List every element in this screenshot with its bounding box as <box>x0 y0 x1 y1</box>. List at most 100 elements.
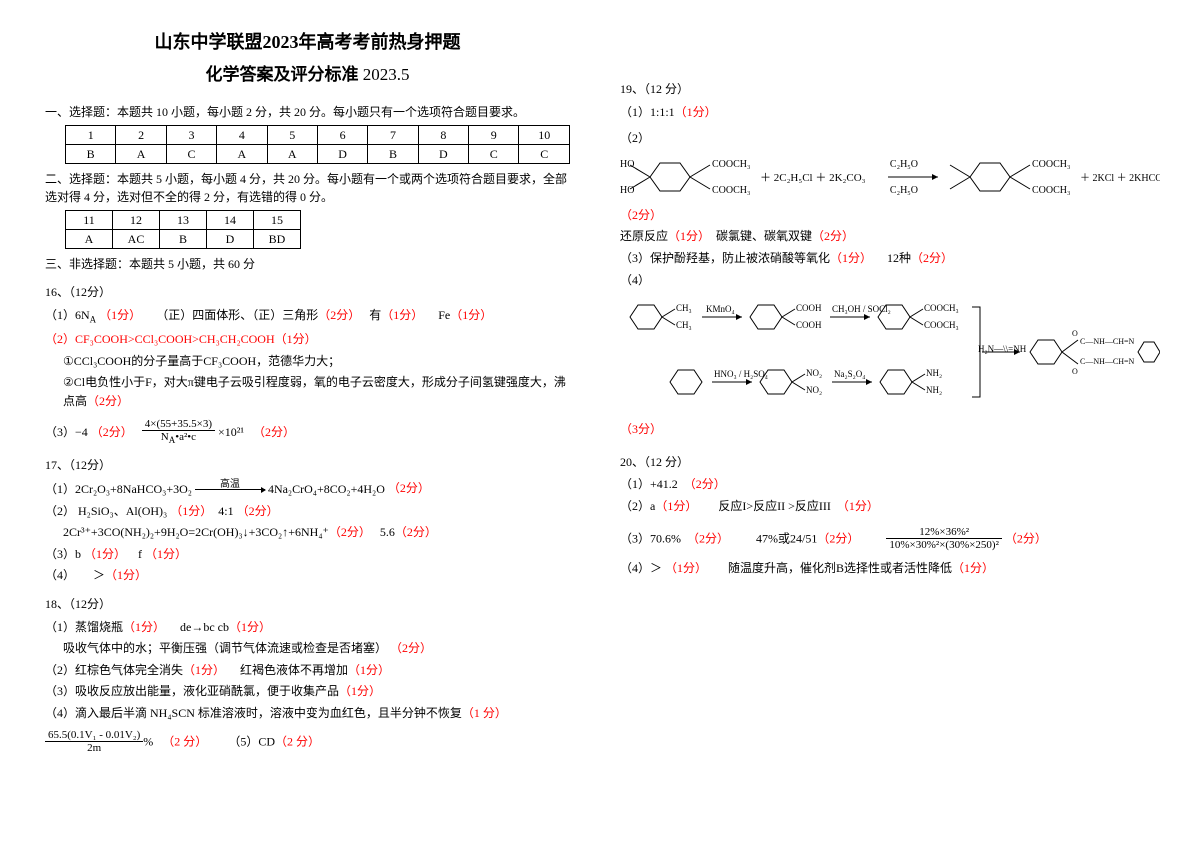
svg-text:CH₃: CH₃ <box>676 320 692 330</box>
label: C₂H₅O <box>890 159 918 170</box>
cell: D <box>317 145 367 164</box>
cell: B <box>368 145 418 164</box>
q17-p2c: 2Cr³⁺+3CO(NH₂)₂+9H₂O=2Cr(OH)₃↓+3CO₂↑+6NH… <box>45 523 570 542</box>
subtitle-date: 2023.5 <box>363 65 410 84</box>
q20-p4: （4）＞ （1分） 随温度升高，催化剂B选择性或者活性降低（1分） <box>620 559 1160 578</box>
q19-p3: （3）保护酚羟基，防止被浓硝酸等氧化（1分） 12种（2分） <box>620 249 1160 268</box>
text: 4:1 <box>218 504 233 518</box>
q17-p1: （1）2Cr₂O₃+8NaHCO₃+3O₂ 高温 4Na₂CrO₄+8CO₂+4… <box>45 479 570 499</box>
q16-head: 16、（12分） <box>45 283 570 302</box>
text: （1）+41.2 <box>620 477 678 491</box>
label: COOCH₃ <box>1032 185 1071 196</box>
reaction-scheme-icon: CH₃ CH₃ KMnO₄ COOH COOH CH₃OH / SOCl₂ CO… <box>620 292 1160 417</box>
label: KMnO₄ <box>706 304 735 314</box>
cell: D <box>418 145 468 164</box>
denominator: NA•a²•c <box>142 431 215 446</box>
q18-p4: （4）滴入最后半滴 NH₄SCN 标准溶液时，溶液中变为血红色，且半分钟不恢复（… <box>45 704 570 723</box>
label: COOCH₃ <box>712 159 751 170</box>
text: 碳氯键、碳氧双键 <box>716 229 812 243</box>
text: 47%或24/51 <box>756 531 817 545</box>
cell: 13 <box>160 211 207 230</box>
arrow-label: 高温 <box>195 477 265 493</box>
score: （2分） <box>87 394 129 408</box>
cell: C <box>519 145 570 164</box>
score: （1分） <box>123 620 165 634</box>
text: （4）＞ <box>620 561 662 575</box>
text: （2） H₂SiO₃、Al(OH)₃ <box>45 504 167 518</box>
cell: A <box>116 145 166 164</box>
label: ＋ 2KCl ＋ 2KHCO₃ <box>1080 173 1160 184</box>
q20-p2: （2）a（1分） 反应I>反应II >反应III （1分） <box>620 497 1160 516</box>
q20-head: 20、（12 分） <box>620 453 1160 472</box>
label: C₂H₅O <box>890 185 918 196</box>
cell: A <box>66 230 113 249</box>
score: （2分） <box>318 308 360 322</box>
score: （1分） <box>275 332 317 346</box>
q19-p4-label: （4） <box>620 271 1160 290</box>
text: （1）蒸馏烧瓶 <box>45 620 123 634</box>
text: （1）2Cr₂O₃+8NaHCO₃+3O₂ <box>45 482 192 496</box>
score: （1分） <box>675 105 717 119</box>
svg-text:NH₂: NH₂ <box>926 385 942 395</box>
cell: 15 <box>254 211 301 230</box>
text: （2）红棕色气体完全消失 <box>45 663 183 677</box>
text: （4）滴入最后半滴 NH₄SCN 标准溶液时，溶液中变为血红色，且半分钟不恢复 <box>45 706 462 720</box>
cell: AC <box>113 230 160 249</box>
text: （3）吸收反应放出能量，液化亚硝酰氯，便于收集产品 <box>45 684 339 698</box>
numerator: 4×(55+35.5×3) <box>142 418 215 431</box>
text: Fe <box>438 308 450 322</box>
text: f <box>138 547 142 561</box>
score: （1分） <box>655 499 697 513</box>
score: （1分） <box>952 561 994 575</box>
cell: A <box>217 145 267 164</box>
score: （1分） <box>837 499 879 513</box>
svg-text:NO₂: NO₂ <box>806 385 822 395</box>
text: 12种 <box>887 251 911 265</box>
section2-intro: 二、选择题：本题共 5 小题，每小题 4 分，共 20 分。每小题有一个或两个选… <box>45 170 570 206</box>
text: （3）−4 <box>45 425 88 439</box>
text: （1）1:1:1 <box>620 105 675 119</box>
cell: 12 <box>113 211 160 230</box>
reaction-arrow-icon: 高温 <box>195 489 265 490</box>
score: （2分） <box>253 425 295 439</box>
svg-text:NH₂: NH₂ <box>926 368 942 378</box>
score: （1分） <box>170 504 212 518</box>
cell: C <box>166 145 216 164</box>
text: 吸收气体中的水；平衡压强（调节气体流速或检查是否堵塞） <box>63 641 387 655</box>
score: （2 分） <box>162 734 207 748</box>
score: （1分） <box>105 568 147 582</box>
score: （1分） <box>665 561 707 575</box>
svg-text:NO₂: NO₂ <box>806 368 822 378</box>
text: 反应I>反应II >反应III <box>718 499 831 513</box>
q16-p3: （3）−4 （2分） 4×(55+35.5×3) NA•a²•c ×10²¹ （… <box>45 418 570 446</box>
label: HO <box>620 159 634 170</box>
chemical-equation-icon: HO HO COOCH₃ COOCH₃ ＋ 2C₂H₅Cl ＋ 2K₂CO₃ C… <box>620 151 1160 203</box>
q19-p1: （1）1:1:1（1分） <box>620 103 1160 122</box>
score: （2分） <box>687 531 729 545</box>
score: （1分） <box>183 663 225 677</box>
score: （2分） <box>395 525 437 539</box>
q17-p2: （2） H₂SiO₃、Al(OH)₃ （1分） 4:1 （2分） <box>45 502 570 521</box>
score: （1分） <box>668 229 710 243</box>
score: （1分） <box>84 547 126 561</box>
score: （2分） <box>388 481 430 495</box>
q16-p2b: ①CCl₃COOH的分子量高于CF₃COOH，范德华力大； <box>45 352 570 371</box>
denominator: 10%×30%²×(30%×250)² <box>886 539 1002 551</box>
answer-table-1: 1 2 3 4 5 6 7 8 9 10 B A C A A D B D C <box>65 125 570 164</box>
text: （1）6N <box>45 308 90 322</box>
q17-p3: （3）b （1分） f （1分） <box>45 545 570 564</box>
cell: 3 <box>166 126 216 145</box>
numerator: 12%×36%² <box>886 526 1002 539</box>
score: （2分） <box>1005 531 1047 545</box>
score: （2分） <box>817 531 859 545</box>
text: 有 <box>369 308 381 322</box>
cell: 11 <box>66 211 113 230</box>
label: COOCH₃ <box>712 185 751 196</box>
label: CH₃OH / SOCl₂ <box>832 304 891 314</box>
document-root: 山东中学联盟2023年高考考前热身押题 化学答案及评分标准 2023.5 一、选… <box>0 0 1200 847</box>
text: （5）CD <box>228 734 275 748</box>
svg-text:COOCH₃: COOCH₃ <box>924 303 959 313</box>
score: （1分） <box>381 308 423 322</box>
score: （1分） <box>348 663 390 677</box>
label: Na₂S₂O₄ <box>834 369 865 379</box>
